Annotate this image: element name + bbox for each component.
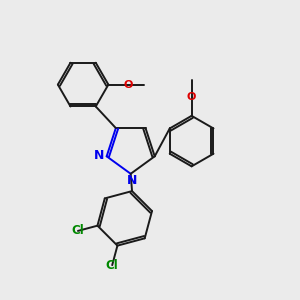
Text: Cl: Cl bbox=[72, 224, 84, 237]
Text: O: O bbox=[187, 92, 196, 101]
Text: N: N bbox=[94, 148, 104, 162]
Text: Cl: Cl bbox=[106, 259, 118, 272]
Text: N: N bbox=[127, 174, 137, 187]
Text: O: O bbox=[123, 80, 132, 90]
